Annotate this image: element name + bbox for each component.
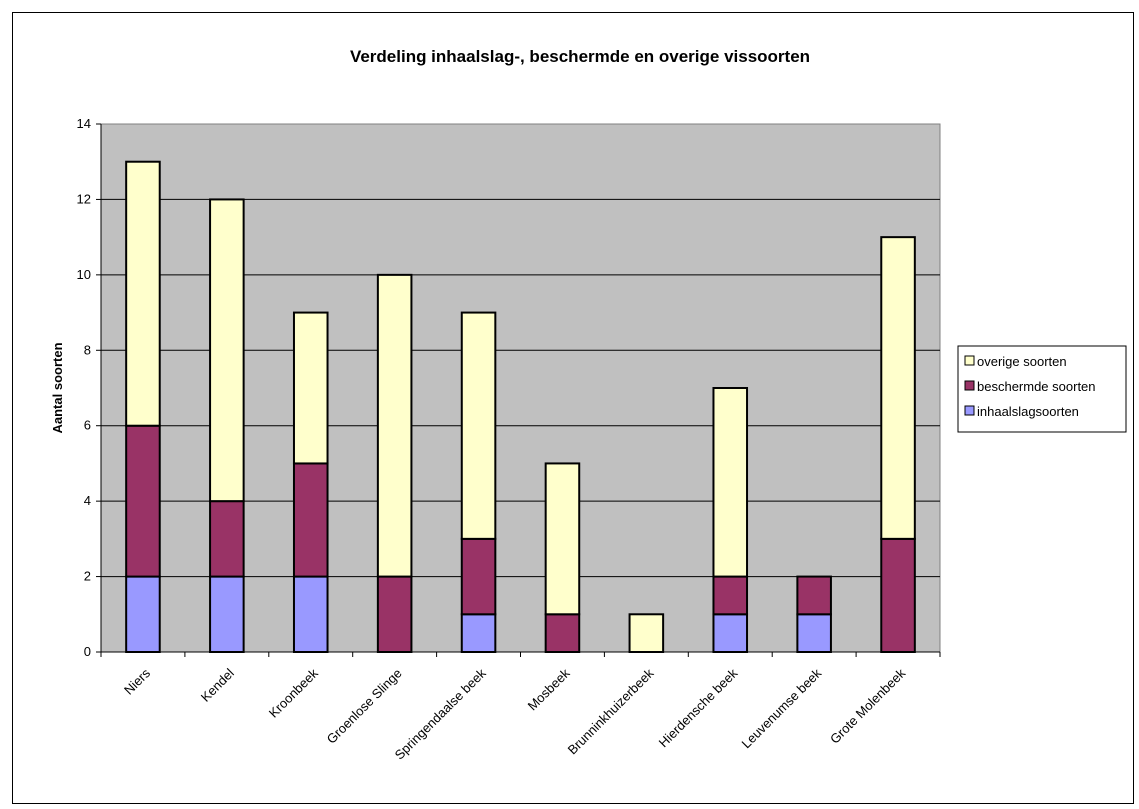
x-tick-label: Leuvenumse beek [739,665,825,751]
bar-inhaalslagsoorten-7 [712,613,749,653]
bar-beschermde-soorten-5 [544,613,581,653]
bar-overige-soorten-2 [292,311,329,465]
bar-beschermde-soorten-4 [460,537,497,616]
bar-inhaalslagsoorten-1 [209,575,245,653]
bar-inhaalslagsoorten-0 [125,575,161,653]
bar-beschermde-soorten-0 [125,424,161,578]
x-tick-label: Hierdensche beek [656,665,741,750]
x-tick-label: Groenlose Slinge [324,666,405,747]
bar-overige-soorten-6 [628,613,665,653]
legend-swatch [964,380,975,391]
bar-inhaalslagsoorten-2 [292,575,329,653]
bar-overige-soorten-4 [460,311,497,540]
y-tick-label: 12 [77,191,91,206]
plot-area: 0 2 4 6 8 10 12 14 Niers Kendel Kroonbeek Groenlose… [77,116,941,762]
bar-beschermde-soorten-1 [209,500,245,578]
y-tick-label: 0 [84,644,91,659]
legend-swatch [964,405,975,416]
y-tick-label: 4 [84,493,91,508]
bar-beschermde-soorten-7 [712,575,749,616]
y-tick-label: 10 [77,267,91,282]
bar-inhaalslagsoorten-8 [796,613,832,653]
x-tick-label: Niers [121,665,153,697]
bar-overige-soorten-0 [125,160,161,427]
y-tick-label: 6 [84,418,91,433]
chart-title: Verdeling inhaalslag-, beschermde en ove… [350,47,810,66]
bar-beschermde-soorten-2 [292,462,329,578]
bar-beschermde-soorten-8 [796,575,832,616]
y-tick-label: 14 [77,116,91,131]
legend: overige soorten beschermde soorten inhaals… [957,345,1127,433]
legend-label: inhaalslagsoorten [977,404,1079,419]
legend-box [957,345,1127,433]
bar-overige-soorten-3 [376,273,413,578]
x-tick-label: Springendaalse beek [392,665,489,762]
legend-swatch [964,355,975,366]
legend-label: beschermde soorten [977,379,1096,394]
bar-overige-soorten-9 [880,236,916,540]
y-axis-label: Aantal soorten [50,342,65,433]
bar-overige-soorten-1 [209,198,245,503]
bar-beschermde-soorten-9 [880,537,916,653]
x-tick-label: Kroonbeek [266,665,321,720]
x-tick-label: Mosbeek [525,665,573,713]
x-tick-label: Grote Molenbeek [827,665,908,746]
bar-overige-soorten-7 [712,387,749,578]
x-tick-label: Kendel [198,665,237,704]
y-tick-label: 8 [84,342,91,357]
y-tick-label: 2 [84,569,91,584]
bar-beschermde-soorten-3 [376,575,413,653]
x-tick-label: Brunninkhuizerbeek [565,665,657,757]
bar-inhaalslagsoorten-4 [460,613,497,653]
bar-overige-soorten-5 [544,462,581,616]
legend-label: overige soorten [977,354,1067,369]
